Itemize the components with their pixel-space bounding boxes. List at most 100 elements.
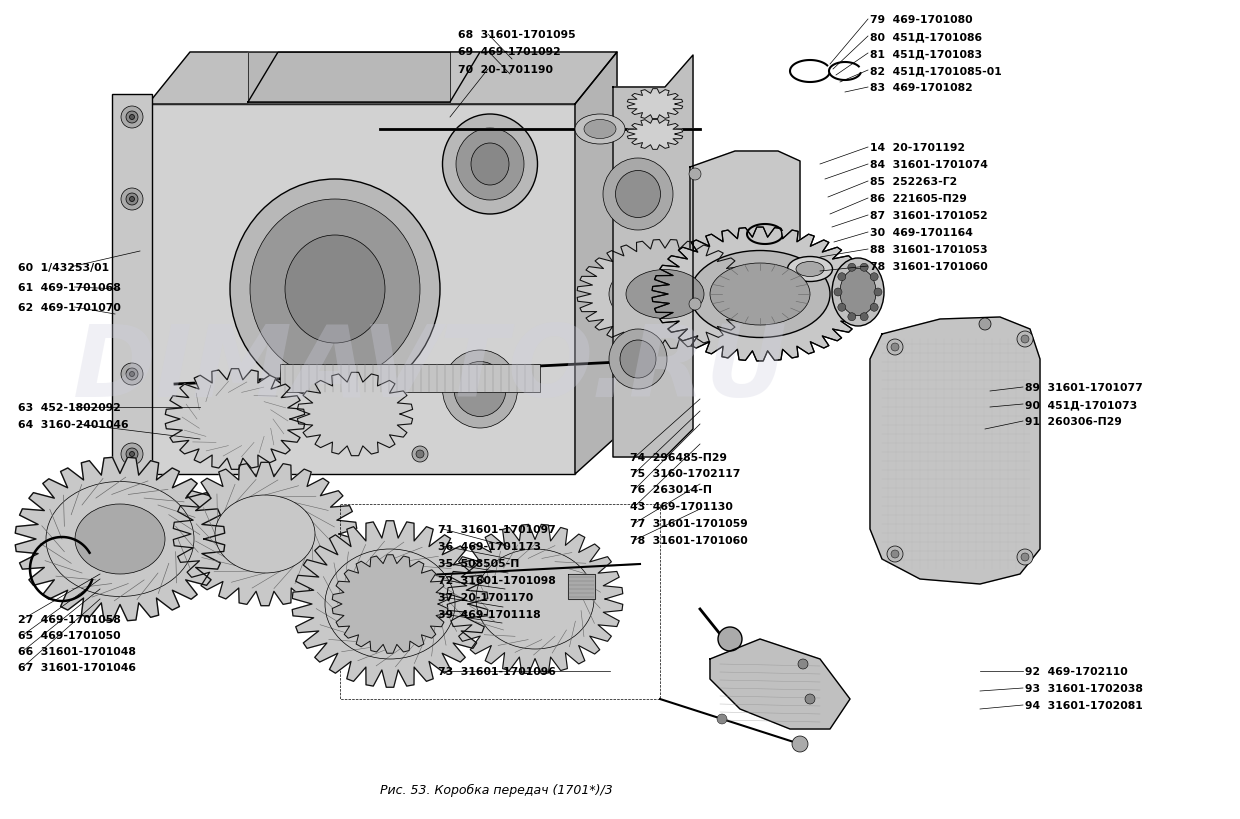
- Circle shape: [717, 714, 727, 724]
- Ellipse shape: [620, 341, 656, 378]
- Text: 65  469-1701050: 65 469-1701050: [19, 631, 120, 640]
- Text: 60  1/43253/01: 60 1/43253/01: [19, 263, 109, 273]
- Circle shape: [792, 736, 808, 752]
- Ellipse shape: [285, 236, 384, 344]
- Circle shape: [1017, 550, 1033, 565]
- Polygon shape: [332, 555, 448, 654]
- Text: 62  469-1701070: 62 469-1701070: [19, 303, 120, 313]
- Text: 69  469-1701092: 69 469-1701092: [458, 47, 560, 57]
- Polygon shape: [165, 369, 305, 470]
- Text: 84  31601-1701074: 84 31601-1701074: [870, 160, 988, 170]
- Text: 94  31601-1702081: 94 31601-1702081: [1025, 700, 1143, 710]
- Polygon shape: [15, 458, 224, 621]
- Circle shape: [689, 299, 701, 310]
- Polygon shape: [870, 318, 1040, 584]
- Ellipse shape: [689, 251, 830, 338]
- Circle shape: [129, 372, 134, 377]
- Ellipse shape: [350, 570, 430, 638]
- Ellipse shape: [796, 262, 825, 277]
- Circle shape: [1017, 332, 1033, 347]
- Polygon shape: [652, 228, 868, 361]
- Text: 75  3160-1702117: 75 3160-1702117: [630, 468, 740, 478]
- Polygon shape: [689, 152, 800, 319]
- Text: 61  469-1701068: 61 469-1701068: [19, 283, 120, 292]
- Ellipse shape: [456, 129, 525, 201]
- Ellipse shape: [584, 120, 616, 139]
- Polygon shape: [448, 525, 622, 674]
- Circle shape: [805, 695, 815, 704]
- Text: 35  508505-П: 35 508505-П: [438, 559, 520, 568]
- Text: 86  221605-П29: 86 221605-П29: [870, 194, 967, 204]
- Text: 70  20-1701190: 70 20-1701190: [458, 65, 553, 75]
- Text: 43  469-1701130: 43 469-1701130: [630, 501, 733, 511]
- Text: 14  20-1701192: 14 20-1701192: [870, 143, 965, 153]
- Polygon shape: [575, 53, 618, 474]
- Text: 71  31601-1701097: 71 31601-1701097: [438, 524, 556, 534]
- FancyBboxPatch shape: [112, 95, 153, 484]
- Text: 67  31601-1701046: 67 31601-1701046: [19, 663, 136, 672]
- Text: 90  451Д-1701073: 90 451Д-1701073: [1025, 400, 1137, 410]
- Circle shape: [122, 443, 143, 465]
- Ellipse shape: [443, 351, 517, 428]
- Text: 72  31601-1701098: 72 31601-1701098: [438, 575, 556, 586]
- FancyBboxPatch shape: [280, 364, 539, 392]
- Text: 39  469-1701118: 39 469-1701118: [438, 609, 541, 619]
- Circle shape: [129, 197, 134, 202]
- Ellipse shape: [615, 171, 661, 218]
- Polygon shape: [613, 56, 693, 458]
- Text: 93  31601-1702038: 93 31601-1702038: [1025, 683, 1143, 693]
- Circle shape: [126, 449, 138, 460]
- Text: 30  469-1701164: 30 469-1701164: [870, 228, 973, 238]
- Text: 79  469-1701080: 79 469-1701080: [870, 15, 972, 25]
- Text: 68  31601-1701095: 68 31601-1701095: [458, 30, 575, 40]
- Circle shape: [887, 546, 903, 563]
- Polygon shape: [248, 53, 480, 103]
- Ellipse shape: [787, 257, 832, 283]
- Ellipse shape: [74, 505, 165, 574]
- Circle shape: [1021, 554, 1029, 561]
- Circle shape: [126, 369, 138, 381]
- Ellipse shape: [454, 362, 506, 417]
- Polygon shape: [293, 521, 487, 687]
- Text: 74  296485-П29: 74 296485-П29: [630, 452, 727, 463]
- Text: 27  469-1701058: 27 469-1701058: [19, 614, 120, 624]
- Text: 82  451Д-1701085-01: 82 451Д-1701085-01: [870, 66, 1002, 76]
- Ellipse shape: [711, 264, 810, 326]
- Ellipse shape: [229, 180, 440, 400]
- Circle shape: [122, 106, 143, 129]
- Ellipse shape: [839, 269, 875, 316]
- Text: 89  31601-1701077: 89 31601-1701077: [1025, 382, 1143, 392]
- Text: 87  31601-1701052: 87 31601-1701052: [870, 210, 988, 221]
- Ellipse shape: [609, 329, 667, 390]
- Circle shape: [129, 452, 134, 457]
- Circle shape: [835, 288, 842, 296]
- Circle shape: [1021, 336, 1029, 344]
- Text: 78  31601-1701060: 78 31601-1701060: [870, 262, 988, 272]
- Polygon shape: [248, 53, 450, 103]
- Polygon shape: [627, 120, 683, 150]
- Text: 73  31601-1701096: 73 31601-1701096: [438, 666, 556, 676]
- Circle shape: [415, 450, 424, 459]
- Circle shape: [870, 304, 878, 312]
- Circle shape: [129, 115, 134, 120]
- Text: 76  263014-П: 76 263014-П: [630, 484, 712, 495]
- Circle shape: [980, 319, 991, 331]
- Text: 66  31601-1701048: 66 31601-1701048: [19, 646, 136, 656]
- Text: 85  252263-Г2: 85 252263-Г2: [870, 177, 957, 187]
- Circle shape: [892, 344, 899, 351]
- Text: 63  452-1802092: 63 452-1802092: [19, 402, 120, 413]
- Text: DIMAVTO.RU: DIMAVTO.RU: [72, 321, 787, 418]
- Ellipse shape: [575, 115, 625, 145]
- Circle shape: [861, 314, 868, 321]
- Text: 88  31601-1701053: 88 31601-1701053: [870, 245, 987, 255]
- Polygon shape: [711, 639, 849, 729]
- Circle shape: [718, 627, 742, 651]
- Circle shape: [799, 659, 808, 669]
- Circle shape: [861, 264, 868, 272]
- Text: 77  31601-1701059: 77 31601-1701059: [630, 518, 748, 528]
- FancyBboxPatch shape: [148, 105, 575, 474]
- Polygon shape: [174, 463, 357, 606]
- Circle shape: [892, 550, 899, 559]
- Text: 37  20-1701170: 37 20-1701170: [438, 592, 533, 602]
- Circle shape: [689, 169, 701, 181]
